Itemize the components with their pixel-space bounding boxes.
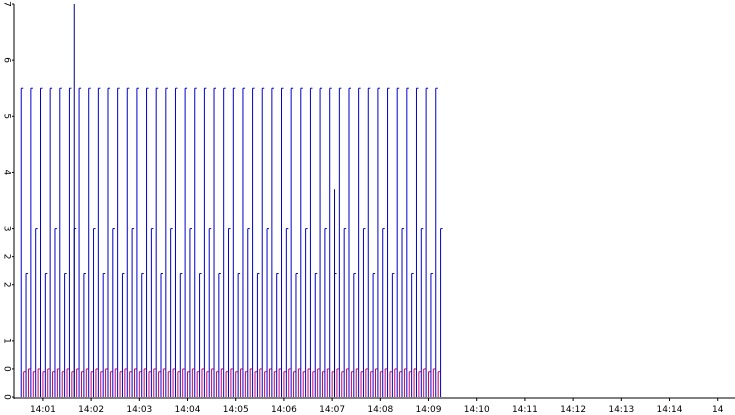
- x-tick-label: 14:07: [319, 405, 345, 415]
- y-tick-label: 5: [2, 113, 12, 119]
- y-tick-label: 7: [2, 1, 12, 7]
- x-tick-label: 14:03: [126, 405, 152, 415]
- y-tick-label: 4: [2, 170, 12, 176]
- x-tick-label: 14:09: [416, 405, 442, 415]
- x-tick-label: 14:04: [175, 405, 201, 415]
- axis-layer: [12, 3, 735, 401]
- x-tick-label: 14:06: [271, 405, 297, 415]
- x-tick-label: 14:13: [608, 405, 634, 415]
- y-tick-label: 2: [2, 282, 12, 288]
- x-tick-label: 14:08: [367, 405, 393, 415]
- x-tick-label: 14:02: [78, 405, 104, 415]
- series-layer: [20, 4, 443, 397]
- x-tick-label: 14:12: [560, 405, 586, 415]
- y-tick-label: 3: [2, 226, 12, 232]
- label-layer: 0 0 1 2 2 3 4 5 6 7 14:01 14:02 14:03 14:04 14:05 14:06…: [2, 1, 724, 415]
- x-tick-label: 14:01: [30, 405, 56, 415]
- x-tick-label: 14:11: [512, 405, 538, 415]
- y-tick-label: 0: [2, 366, 12, 372]
- y-tick-label: 6: [2, 57, 12, 63]
- series-0: [20, 4, 443, 397]
- y-tick-label: 0: [2, 394, 12, 400]
- x-tick-label: 14:05: [223, 405, 249, 415]
- y-tick-label: 1: [2, 338, 12, 344]
- x-tick-label: 14: [712, 405, 724, 415]
- x-tick-label: 14:14: [657, 405, 683, 415]
- x-tick-label: 14:10: [464, 405, 490, 415]
- y-tick-label: 2: [2, 254, 12, 260]
- series-1: [23, 368, 441, 397]
